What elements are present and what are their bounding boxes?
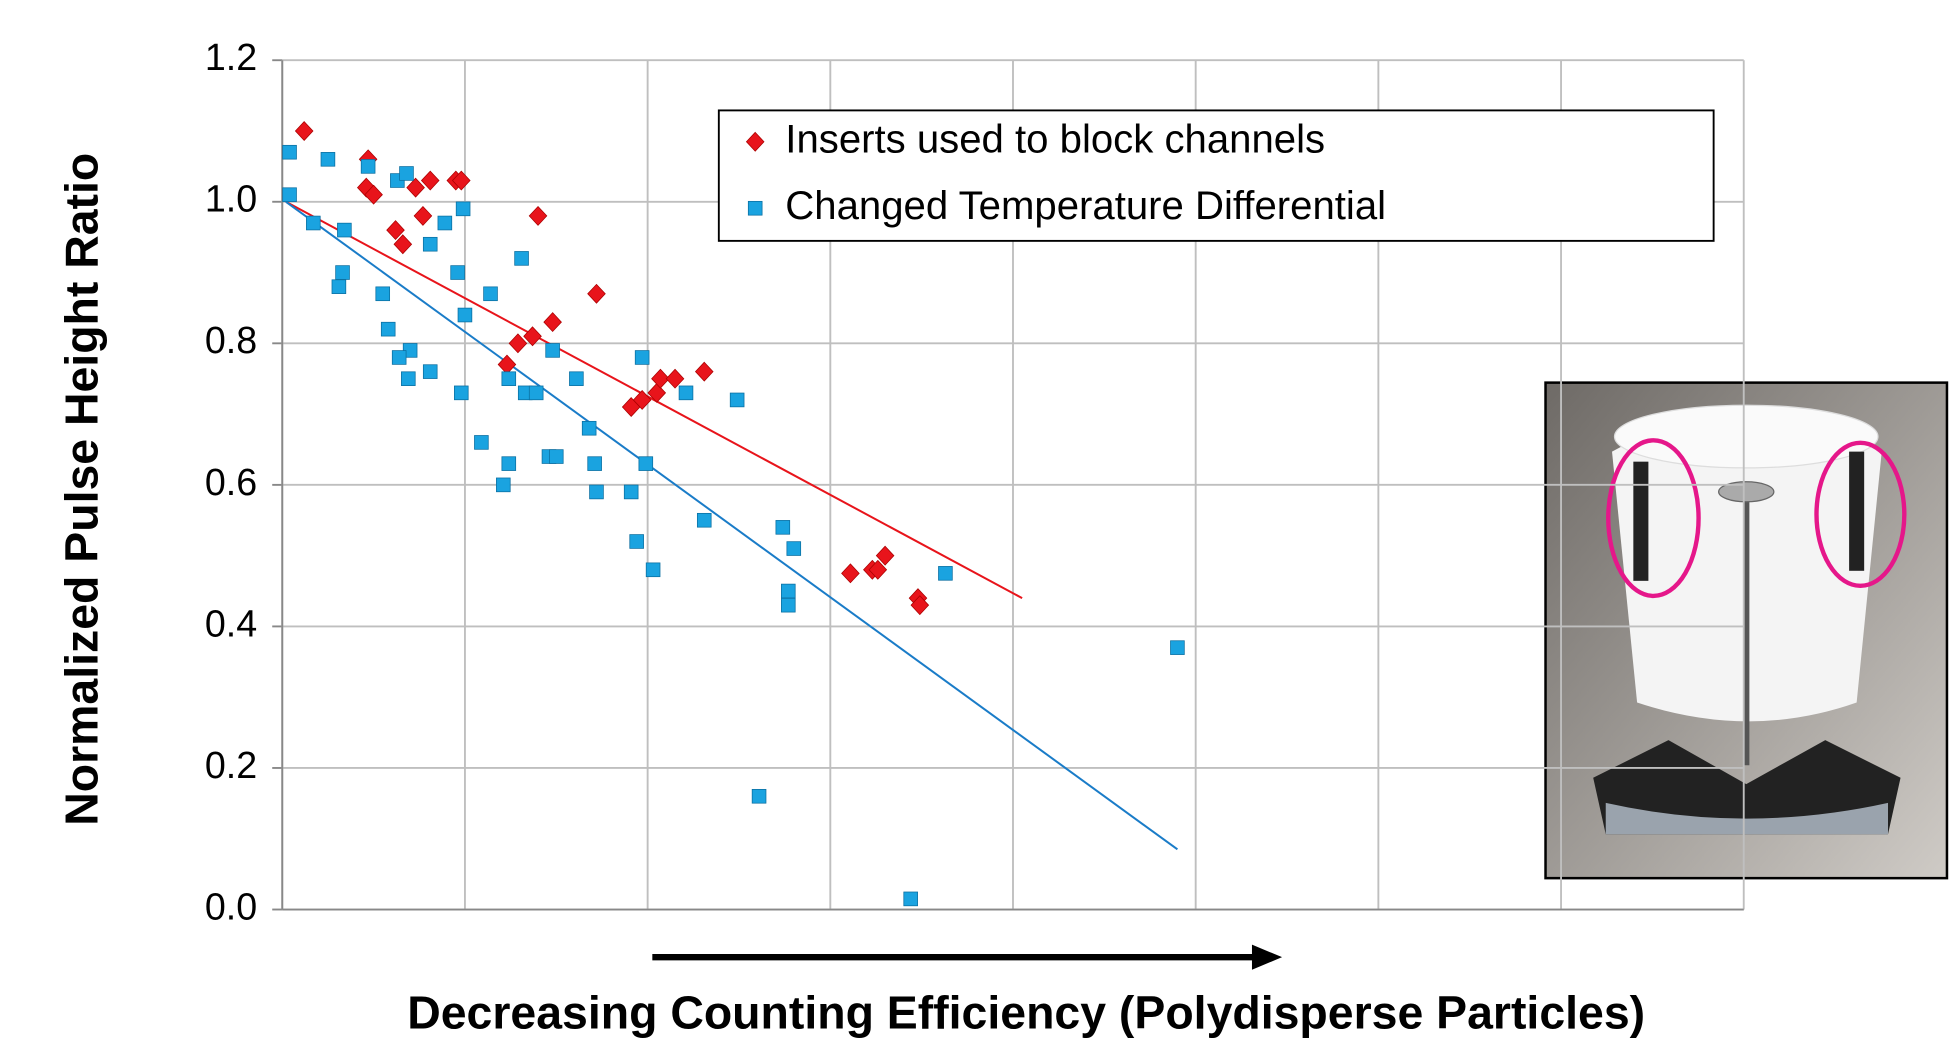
square-marker xyxy=(399,166,414,181)
diamond-marker xyxy=(632,389,652,410)
square-marker xyxy=(360,159,376,174)
square-marker xyxy=(375,286,391,302)
square-marker xyxy=(380,321,396,337)
square-marker xyxy=(450,265,465,280)
arrow xyxy=(652,944,1283,970)
diamond-marker xyxy=(910,595,930,616)
square-marker xyxy=(569,371,584,386)
square-marker xyxy=(501,371,517,386)
square-marker xyxy=(422,236,438,252)
square-marker xyxy=(786,541,802,556)
diamond-marker xyxy=(420,170,440,191)
y-tick-label: 0.0 xyxy=(205,885,257,927)
square-marker xyxy=(337,222,352,238)
diamond-marker xyxy=(694,361,714,382)
diamond-marker xyxy=(386,220,405,241)
legend-label: Inserts used to block channels xyxy=(785,116,1325,161)
diamond-marker xyxy=(665,368,685,389)
legend-marker xyxy=(747,200,763,216)
legend-box xyxy=(717,109,1715,242)
y-tick-label: 0.2 xyxy=(205,744,257,786)
y-tick-label: 0.6 xyxy=(205,461,257,503)
square-marker xyxy=(549,449,564,464)
square-marker xyxy=(335,265,350,280)
square-marker xyxy=(457,307,473,323)
square-marker xyxy=(391,350,407,365)
square-marker xyxy=(306,215,321,231)
x-axis-title: Decreasing Counting Efficiency (Polydisp… xyxy=(407,986,1645,1038)
square-marker xyxy=(282,187,297,202)
square-marker xyxy=(483,286,498,302)
y-tick-label: 0.8 xyxy=(205,319,257,361)
y-tick-label: 1.2 xyxy=(205,36,257,78)
square-marker xyxy=(282,144,297,160)
square-marker xyxy=(589,484,604,500)
diamond-marker xyxy=(393,234,413,255)
square-marker xyxy=(775,520,791,535)
square-marker xyxy=(320,152,336,167)
square-marker xyxy=(634,350,650,365)
square-marker xyxy=(422,364,438,379)
square-marker xyxy=(331,279,347,294)
diamond-marker xyxy=(364,184,383,205)
square-marker xyxy=(781,583,796,599)
square-marker xyxy=(645,562,661,578)
square-marker xyxy=(938,566,953,581)
square-marker xyxy=(638,456,654,471)
diamond-marker xyxy=(587,283,606,304)
square-marker xyxy=(623,484,639,500)
y-axis-title: Normalized Pulse Height Ratio xyxy=(56,153,108,826)
square-marker xyxy=(678,385,694,401)
diamond-marker xyxy=(523,326,542,347)
diamond-marker xyxy=(875,545,895,566)
square-marker xyxy=(629,534,644,549)
diamond-marker xyxy=(651,368,670,389)
square-marker xyxy=(545,343,560,358)
legend-marker xyxy=(745,131,765,152)
diamond-marker xyxy=(451,170,471,191)
square-marker xyxy=(514,251,529,266)
square-marker xyxy=(454,385,469,401)
square-marker xyxy=(528,385,544,401)
square-marker xyxy=(474,435,489,450)
square-marker xyxy=(781,597,796,613)
y-tick-label: 1.0 xyxy=(205,178,257,220)
square-marker xyxy=(1170,640,1185,655)
square-marker xyxy=(437,215,453,231)
diamond-marker xyxy=(868,559,888,580)
diamond-marker xyxy=(543,312,562,333)
legend-label: Changed Temperature Differential xyxy=(785,183,1386,228)
square-marker xyxy=(751,788,767,804)
square-marker xyxy=(696,512,712,528)
diamond-marker xyxy=(647,382,667,403)
square-marker xyxy=(496,477,511,493)
square-marker xyxy=(729,392,745,408)
y-tick-label: 0.4 xyxy=(205,602,257,644)
diamond-marker xyxy=(294,121,314,141)
diamond-marker xyxy=(413,205,433,226)
square-marker xyxy=(501,456,517,471)
diamond-marker xyxy=(508,333,528,354)
square-marker xyxy=(581,420,597,436)
square-marker xyxy=(455,201,471,217)
diamond-marker xyxy=(406,177,425,198)
photo xyxy=(1544,381,1949,880)
square-marker xyxy=(587,456,602,471)
square-marker xyxy=(903,891,918,907)
diamond-marker xyxy=(528,205,548,226)
trend-line xyxy=(285,200,1179,851)
diamond-marker xyxy=(841,563,860,584)
square-marker xyxy=(401,371,416,386)
trend-line xyxy=(285,200,1023,599)
